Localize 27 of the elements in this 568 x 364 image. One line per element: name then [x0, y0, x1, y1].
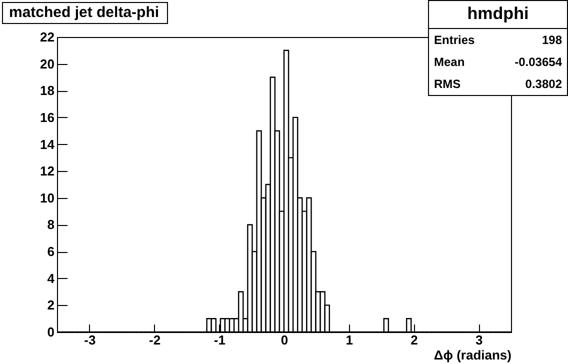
annotation: RMS — [434, 77, 461, 91]
y-tick-label: 4 — [47, 270, 56, 286]
y-tick-label: 16 — [40, 110, 54, 125]
y-tick-label: 12 — [40, 164, 54, 179]
y-tick-label: 20 — [40, 56, 54, 72]
y-tick-label: 2 — [47, 298, 54, 313]
text: 0.3802 — [525, 77, 562, 91]
x-tick-label: 0 — [280, 332, 288, 348]
y-tick-label: 10 — [40, 190, 54, 206]
chart-title: matched jet delta-phi — [2, 2, 168, 24]
y-tick-label: 18 — [40, 83, 54, 98]
text: hmdphi — [429, 1, 567, 29]
y-tick-label: 22 — [40, 30, 54, 44]
y-tick-label: 14 — [40, 136, 56, 152]
x-axis-title: Δϕ (radians) — [434, 348, 512, 362]
text: 198 — [542, 33, 562, 47]
x-tick-label: 3 — [475, 332, 483, 348]
x-tick-label: 1 — [346, 332, 353, 348]
x-tick-label: 2 — [410, 332, 418, 348]
y-tick-label: 8 — [47, 217, 54, 232]
y-tick-label: 6 — [47, 244, 54, 260]
annotation: Entries — [434, 33, 475, 47]
text: -0.03654 — [514, 55, 562, 69]
x-tick-label: -3 — [84, 332, 96, 348]
x-tick-label: -1 — [214, 332, 226, 348]
annotation: Mean — [434, 55, 465, 69]
x-tick-label: -2 — [149, 332, 161, 348]
